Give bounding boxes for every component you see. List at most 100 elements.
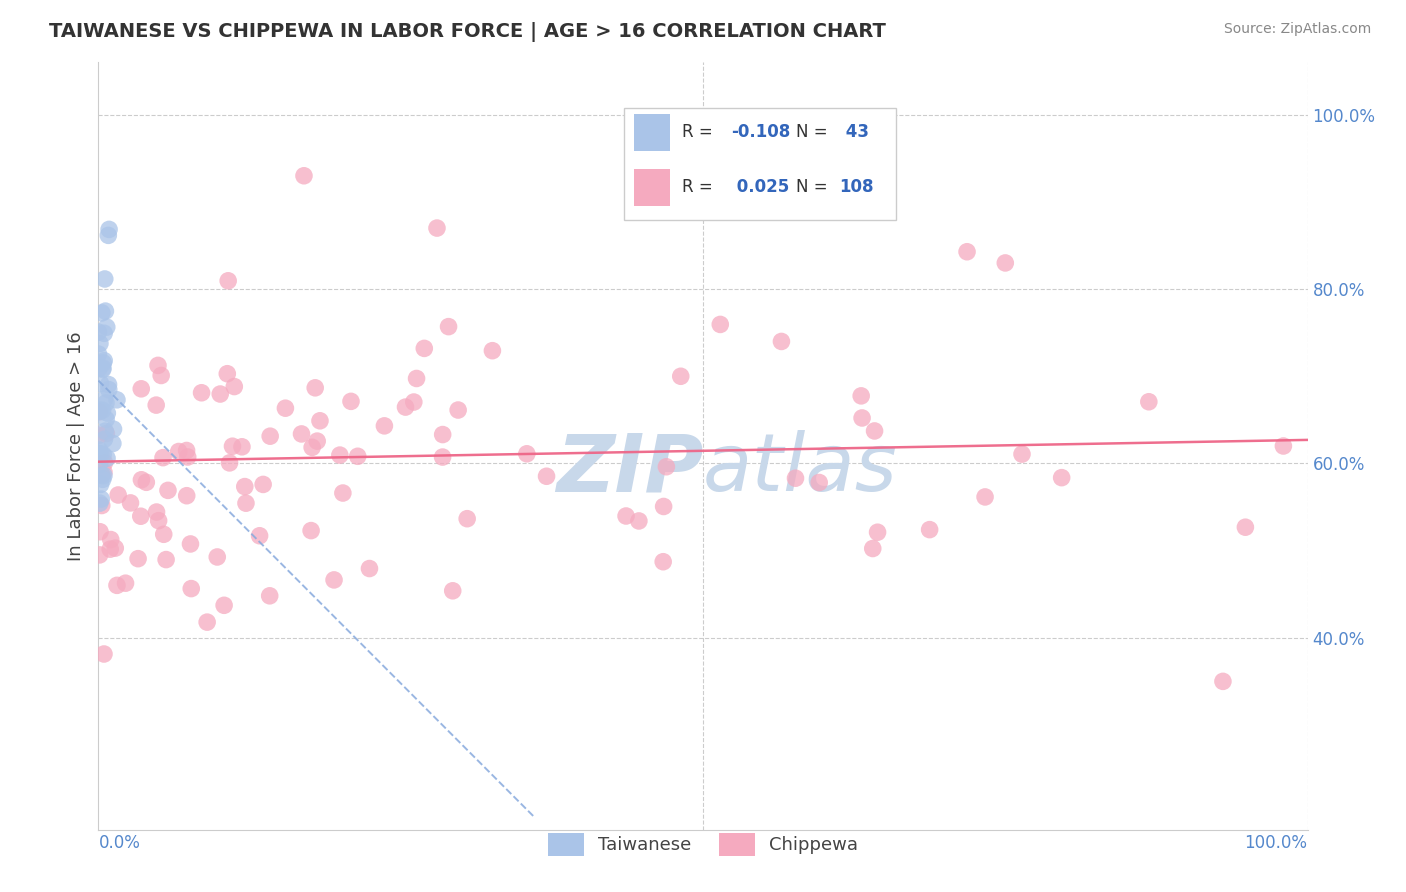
Point: [217, 367, 239, 381]
Point: [89, 403, 111, 417]
Point: [89, 443, 111, 458]
Point: [866, 525, 889, 540]
Point: [87, 446, 110, 460]
Point: [179, 537, 201, 551]
Point: [432, 427, 454, 442]
Point: [808, 475, 831, 490]
Point: [441, 583, 464, 598]
Point: [89, 548, 111, 562]
Point: [101, 436, 124, 450]
Point: [105, 392, 128, 407]
Point: [456, 511, 478, 525]
Text: R =: R =: [682, 178, 718, 196]
Point: [252, 477, 274, 491]
Point: [974, 490, 997, 504]
Point: [1050, 470, 1073, 484]
Point: [373, 418, 395, 433]
Point: [98, 542, 121, 557]
Point: [93, 353, 115, 368]
Point: [413, 342, 436, 356]
Point: [93, 326, 115, 341]
Point: [437, 319, 460, 334]
Point: [93, 465, 115, 479]
Point: [150, 368, 173, 383]
Point: [94, 424, 117, 438]
Point: [1234, 520, 1257, 534]
Point: [627, 514, 650, 528]
Point: [93, 468, 115, 483]
Point: [516, 447, 538, 461]
Point: [103, 422, 125, 436]
Point: [770, 334, 793, 349]
Point: [97, 383, 120, 397]
Legend: Taiwanese, Chippewa: Taiwanese, Chippewa: [540, 826, 866, 863]
Point: [918, 523, 941, 537]
Point: [323, 573, 346, 587]
Point: [309, 414, 332, 428]
Point: [426, 221, 449, 235]
Point: [129, 509, 152, 524]
Point: [176, 489, 198, 503]
Point: [394, 400, 416, 414]
Point: [90, 499, 112, 513]
Point: [90, 477, 112, 491]
Point: [93, 432, 115, 446]
Point: [180, 582, 202, 596]
Point: [94, 304, 117, 318]
Point: [301, 441, 323, 455]
Point: [90, 447, 112, 461]
Point: [290, 426, 312, 441]
Point: [1011, 447, 1033, 461]
Point: [87, 347, 110, 361]
Point: [89, 405, 111, 419]
Point: [91, 472, 114, 486]
Text: TAIWANESE VS CHIPPEWA IN LABOR FORCE | AGE > 16 CORRELATION CHART: TAIWANESE VS CHIPPEWA IN LABOR FORCE | A…: [49, 22, 886, 42]
FancyBboxPatch shape: [624, 109, 897, 219]
Point: [145, 398, 167, 412]
Point: [152, 450, 174, 465]
Point: [89, 457, 111, 471]
Point: [332, 486, 354, 500]
Point: [96, 412, 118, 426]
Point: [91, 448, 114, 462]
Point: [359, 561, 381, 575]
Point: [89, 404, 111, 418]
Point: [851, 411, 873, 425]
Point: [87, 361, 110, 376]
Point: [96, 406, 118, 420]
Point: [93, 392, 115, 407]
Point: [94, 396, 117, 410]
Point: [709, 318, 731, 332]
Text: 43: 43: [839, 123, 869, 141]
Text: Source: ZipAtlas.com: Source: ZipAtlas.com: [1223, 22, 1371, 37]
Point: [105, 578, 128, 592]
Point: [249, 529, 271, 543]
Text: -0.108: -0.108: [731, 123, 790, 141]
Point: [98, 222, 121, 236]
Point: [669, 369, 692, 384]
Point: [91, 403, 114, 417]
Point: [299, 524, 322, 538]
Point: [107, 488, 129, 502]
Point: [224, 379, 246, 393]
Point: [97, 377, 120, 392]
Text: ZIP: ZIP: [555, 430, 703, 508]
Point: [89, 336, 111, 351]
Point: [131, 473, 153, 487]
Point: [259, 429, 281, 443]
Point: [104, 541, 127, 555]
Point: [863, 424, 886, 438]
Point: [156, 483, 179, 498]
Point: [89, 376, 111, 391]
Point: [93, 456, 115, 470]
Point: [994, 256, 1017, 270]
Point: [956, 244, 979, 259]
Point: [90, 468, 112, 483]
Point: [145, 505, 167, 519]
Point: [90, 306, 112, 320]
Point: [148, 514, 170, 528]
Point: [96, 451, 118, 466]
Point: [235, 496, 257, 510]
Point: [87, 403, 110, 417]
Point: [209, 387, 232, 401]
